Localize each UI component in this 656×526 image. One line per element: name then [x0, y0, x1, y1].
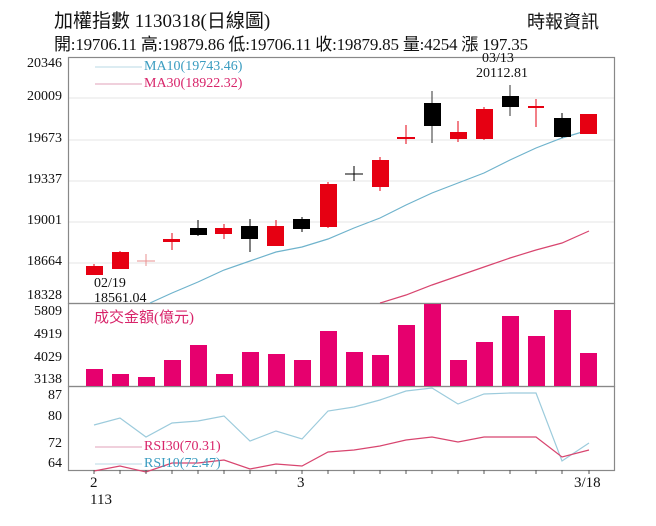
price-tick: 18664 [27, 254, 62, 269]
volume-bars [86, 304, 597, 386]
price-tick: 18328 [27, 288, 62, 303]
volume-tick: 4919 [34, 327, 62, 342]
x-label-feb: 2 [90, 475, 98, 491]
ma10-legend: MA10(19743.46) [144, 59, 243, 74]
chart-title: 加權指數 1130318(日線圖) [54, 11, 271, 32]
price-tick: 20346 [27, 56, 62, 71]
x-label-last: 3/18 [574, 475, 601, 491]
x-label-mar: 3 [297, 475, 305, 491]
ma10-line [149, 129, 590, 304]
x-label-year: 113 [90, 492, 112, 508]
price-tick: 20009 [27, 89, 62, 104]
rsi30-legend: RSI30(70.31) [144, 439, 221, 454]
high-annotation-value: 20112.81 [476, 66, 528, 81]
volume-tick: 5809 [34, 304, 62, 319]
price-tick: 19001 [27, 213, 62, 228]
rsi-tick: 64 [48, 456, 62, 471]
ma30-line [379, 230, 590, 304]
brand-label: 時報資訊 [527, 12, 599, 32]
x-ticks [93, 470, 590, 474]
volume-title: 成交金額(億元) [94, 310, 194, 326]
ma30-legend: MA30(18922.32) [144, 76, 243, 91]
rsi-tick: 80 [48, 409, 62, 424]
rsi-tick: 87 [48, 388, 62, 403]
low-annotation-value: 18561.04 [94, 291, 147, 306]
rsi10-line [93, 387, 590, 462]
rsi30-line [93, 436, 590, 473]
candlesticks [86, 85, 597, 275]
price-tick: 19337 [27, 172, 62, 187]
rsi-tick: 72 [48, 436, 62, 451]
price-tick: 19673 [27, 131, 62, 146]
rsi10-legend: RSI10(72.47) [144, 456, 221, 471]
price-gridlines [69, 97, 614, 264]
high-annotation-date: 03/13 [482, 51, 514, 66]
volume-tick: 4029 [34, 350, 62, 365]
low-annotation-date: 02/19 [94, 276, 126, 291]
volume-tick: 3138 [34, 372, 62, 387]
panel-frames [67, 56, 616, 472]
ohlc-stats: 開:19706.11 高:19879.86 低:19706.11 收:19879… [54, 35, 528, 54]
